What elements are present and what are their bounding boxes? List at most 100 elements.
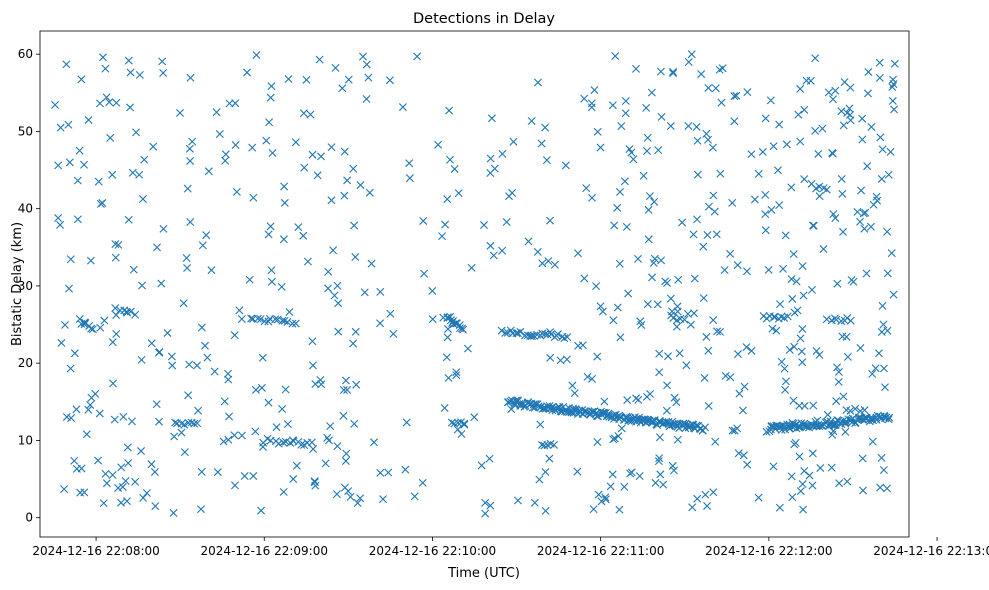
detection-point (100, 316, 109, 325)
detection-point (688, 503, 697, 512)
detection-point (202, 231, 211, 240)
detection-point (839, 121, 848, 130)
detection-point (868, 437, 877, 446)
detection-point (793, 306, 802, 315)
detection-point (268, 149, 277, 157)
detection-point (124, 215, 133, 224)
detection-point (673, 435, 682, 444)
detection-point (545, 454, 554, 463)
detection-point (112, 311, 121, 320)
detection-point (711, 84, 720, 93)
detection-point (179, 299, 188, 308)
detection-point (556, 356, 565, 365)
detection-point (704, 135, 713, 144)
detection-point (167, 352, 176, 361)
detection-point (251, 427, 260, 436)
detection-point (843, 477, 852, 486)
detection-point (119, 412, 128, 421)
detection-point (443, 195, 452, 204)
detection-point (750, 195, 759, 204)
detection-point (650, 254, 659, 263)
detection-point (273, 315, 282, 324)
detection-point (215, 130, 224, 139)
detection-point (629, 155, 638, 164)
detection-point (574, 341, 583, 350)
detection-point (72, 464, 81, 473)
detection-point (454, 189, 463, 198)
detection-point (185, 144, 194, 153)
detection-point (124, 459, 133, 468)
detection-point (123, 443, 132, 452)
detection-point (858, 135, 867, 144)
detection-point (872, 192, 881, 201)
x-tick-label: 2024-12-16 22:11:00 (537, 544, 664, 558)
detection-point (815, 350, 824, 359)
detection-point (308, 361, 317, 370)
detection-point (349, 164, 358, 173)
detection-point (112, 329, 121, 338)
detection-point (313, 171, 322, 180)
detection-point (843, 314, 852, 323)
detection-point (155, 417, 164, 426)
detection-point (264, 230, 273, 239)
detection-point (339, 386, 348, 395)
detection-point (451, 319, 460, 328)
detection-point (704, 83, 713, 92)
detection-point (362, 60, 371, 69)
detection-point (438, 232, 447, 241)
detection-point (124, 56, 133, 65)
detection-point (66, 364, 75, 373)
detection-point (306, 110, 315, 119)
detection-point (329, 246, 338, 255)
detection-point (398, 103, 407, 112)
detection-point (152, 400, 161, 409)
x-axis-ticks: 2024-12-16 22:08:00 2024-12-16 22:09:00 20… (32, 537, 989, 558)
detection-point (858, 114, 867, 123)
detection-point (811, 54, 820, 63)
detection-point (291, 319, 300, 328)
detection-point (563, 333, 572, 342)
detection-point (867, 222, 876, 231)
detection-point (212, 108, 221, 117)
detection-point (248, 143, 257, 152)
detection-point (795, 401, 804, 410)
detection-point (271, 315, 280, 324)
detection-point (486, 241, 495, 250)
detection-point (609, 435, 618, 444)
detection-point (317, 152, 326, 161)
detection-point (131, 310, 140, 319)
detection-point (550, 260, 559, 269)
detection-point (800, 105, 809, 114)
detection-point (740, 382, 749, 391)
detection-point (232, 187, 241, 196)
detection-point (98, 53, 107, 62)
detection-point (732, 91, 741, 100)
detection-point (445, 106, 454, 115)
detection-point (656, 67, 665, 76)
detection-point (767, 205, 776, 214)
detection-point (642, 103, 651, 112)
detection-point (460, 420, 469, 429)
detection-point (875, 58, 884, 67)
detection-point (207, 266, 216, 275)
detection-point (632, 64, 640, 73)
detection-point (717, 98, 726, 107)
detection-point (798, 262, 807, 271)
detection-point (262, 136, 271, 145)
detection-point (841, 419, 850, 428)
detection-point (703, 501, 712, 510)
detection-point (265, 118, 274, 127)
detection-point (101, 469, 110, 478)
detection-point (659, 480, 668, 489)
detection-point (617, 424, 626, 433)
detection-point (883, 484, 892, 493)
detection-point (126, 103, 135, 112)
detection-point (781, 385, 790, 394)
detection-point (379, 495, 388, 504)
detection-point (342, 449, 351, 458)
detection-point (533, 247, 542, 256)
detection-point (653, 300, 662, 309)
detection-point (616, 333, 625, 342)
detection-point (351, 327, 360, 336)
y-tick-label: 0 (25, 511, 33, 525)
